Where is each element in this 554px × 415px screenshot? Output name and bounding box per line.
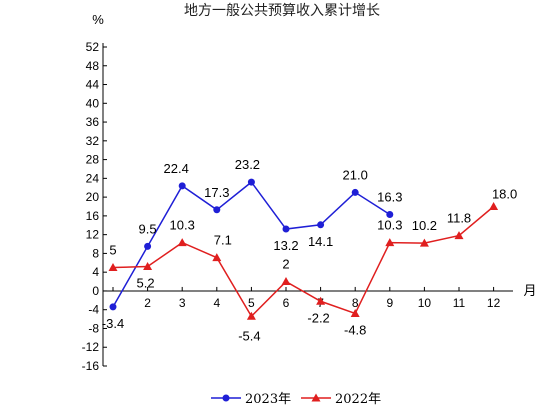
- data-label: 10.3: [170, 218, 195, 233]
- series-layer: -3.4 9.5 22.4 17.3 23.2 13.2 14.1 21.0 16.3 5 5.2 1…: [102, 157, 517, 343]
- data-label: 16.3: [377, 189, 402, 204]
- x-tick-label: 5: [248, 296, 255, 310]
- data-point: [213, 206, 221, 214]
- data-point: [317, 221, 325, 229]
- y-tick-label: -8: [88, 321, 99, 335]
- y-tick-label: -12: [82, 340, 100, 354]
- chart-title: 地方一般公共预算收入累计增长: [184, 3, 380, 19]
- data-label: -2.2: [307, 310, 329, 325]
- data-label: 9.5: [139, 221, 157, 236]
- y-tick-label: 4: [92, 265, 99, 279]
- x-tick-label: 8: [352, 296, 359, 310]
- data-point: [351, 188, 359, 196]
- y-tick-label: 16: [86, 209, 100, 223]
- data-point: [108, 262, 118, 271]
- y-tick-label: 44: [86, 78, 100, 92]
- y-tick-label: 36: [86, 115, 100, 129]
- data-point: [212, 253, 222, 262]
- data-label: 23.2: [235, 157, 260, 172]
- data-point: [282, 225, 290, 233]
- y-tick-label: 28: [86, 153, 100, 167]
- axes: [102, 43, 513, 366]
- data-label: 14.1: [308, 234, 333, 249]
- data-label: 7.1: [214, 233, 232, 248]
- data-point: [454, 231, 464, 240]
- series-line: [112, 205, 495, 318]
- data-point: [247, 178, 255, 186]
- data-point: [144, 242, 152, 250]
- x-tick-label: 4: [213, 296, 220, 310]
- x-tick-label: 6: [283, 296, 290, 310]
- legend-label: 2022年: [335, 392, 381, 407]
- data-label: 10.3: [377, 218, 402, 233]
- legend: 2023年 2022年: [211, 392, 381, 407]
- data-point: [489, 202, 499, 210]
- data-point: [109, 303, 117, 311]
- legend-marker: [222, 394, 230, 402]
- y-tick-label: -4: [88, 303, 99, 317]
- data-point: [178, 182, 186, 190]
- x-tick-label: 9: [386, 296, 393, 310]
- data-point: [386, 210, 394, 218]
- y-tick-label: 40: [86, 96, 100, 110]
- data-label: 2: [282, 257, 289, 272]
- data-point: [385, 238, 395, 247]
- series-2022: 5 5.2 10.3 7.1 -5.4 2 -2.2 -4.8 10.3 10.2 11.8 18.0: [108, 187, 517, 343]
- data-point: [177, 238, 187, 247]
- data-point: [281, 277, 291, 286]
- x-ticks: 23456789101112: [112, 286, 501, 310]
- x-tick-label: 3: [179, 296, 186, 310]
- y-tick-label: 52: [86, 40, 100, 54]
- y-tick-label: 0: [92, 284, 99, 298]
- x-tick-label: 12: [487, 296, 501, 310]
- data-label: 17.3: [204, 185, 229, 200]
- x-tick-label: 10: [418, 296, 432, 310]
- data-label: 10.2: [412, 218, 437, 233]
- data-point: [316, 296, 326, 305]
- y-tick-label: 12: [86, 228, 100, 242]
- x-tick-label: 2: [144, 296, 151, 310]
- data-point: [419, 238, 429, 247]
- data-label: 18.0: [492, 187, 517, 202]
- data-point: [143, 262, 153, 271]
- series-2023: -3.4 9.5 22.4 17.3 23.2 13.2 14.1 21.0 16.3: [102, 157, 403, 331]
- data-label: 13.2: [273, 238, 298, 253]
- y-tick-label: 32: [86, 134, 100, 148]
- data-label: 11.8: [447, 211, 471, 226]
- data-label: 5: [109, 242, 116, 257]
- data-label: -4.8: [344, 322, 366, 337]
- y-tick-label: 48: [86, 59, 100, 73]
- y-tick-label: 8: [92, 246, 99, 260]
- x-axis-unit: 月: [523, 283, 536, 298]
- y-tick-label: -16: [82, 359, 100, 373]
- legend-label: 2023年: [245, 392, 291, 407]
- data-label: 5.2: [137, 276, 155, 291]
- data-label: 21.0: [343, 167, 368, 182]
- x-tick-label: 11: [453, 296, 466, 310]
- data-label: 22.4: [164, 161, 189, 176]
- legend-marker: [311, 393, 321, 402]
- data-point: [350, 308, 360, 317]
- y-axis-unit: %: [92, 12, 104, 27]
- data-label: -5.4: [238, 328, 260, 343]
- data-label: -3.4: [102, 316, 124, 331]
- y-tick-label: 20: [86, 190, 100, 204]
- data-point: [246, 311, 256, 320]
- y-tick-label: 24: [86, 171, 100, 185]
